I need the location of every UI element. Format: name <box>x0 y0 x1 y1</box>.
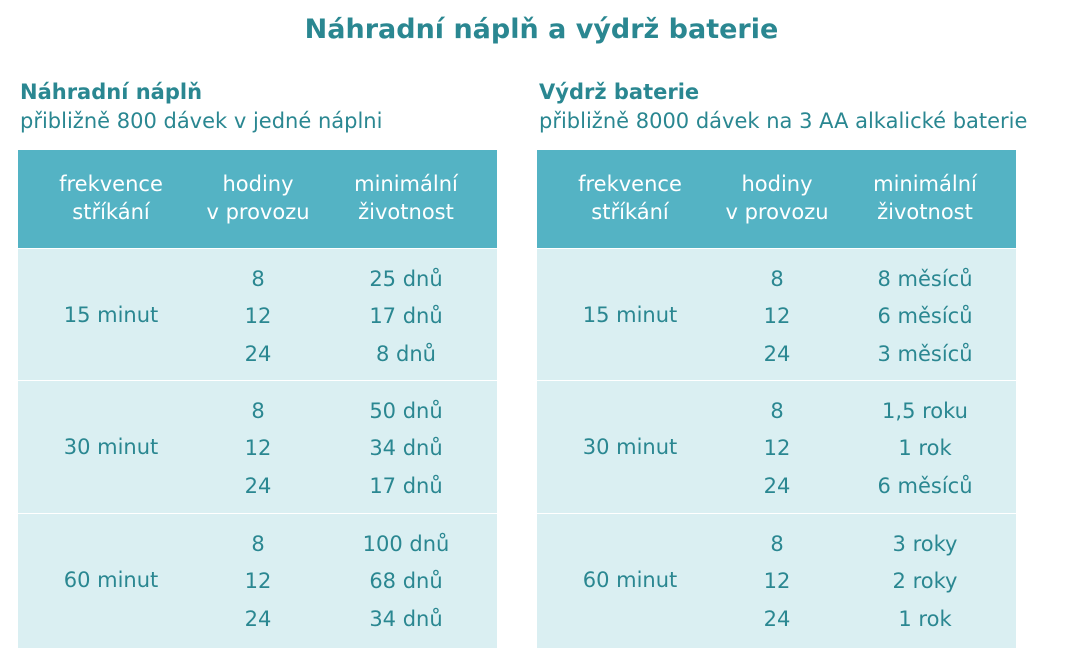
lifetime-cell: 68 dnů <box>369 569 443 593</box>
hours-cell: 8 <box>251 399 265 423</box>
hours-cell: 24 <box>244 474 272 498</box>
column-header: minimální životnost <box>850 170 1000 226</box>
hours-cell: 24 <box>763 342 791 366</box>
refill-heading: Náhradní náplň <box>20 80 203 104</box>
lifetime-cell: 3 roky <box>892 532 958 556</box>
lifetime-cell: 8 dnů <box>376 342 436 366</box>
hours-cell: 24 <box>763 474 791 498</box>
battery-subtitle: přibližně 8000 dávek na 3 AA alkalické b… <box>539 109 1028 133</box>
lifetime-cell: 17 dnů <box>369 474 443 498</box>
lifetime-cell: 6 měsíců <box>877 304 973 328</box>
lifetime-cell: 17 dnů <box>369 304 443 328</box>
hours-cell: 8 <box>770 267 784 291</box>
refill-table: frekvence stříkání hodiny v provozu minimá… <box>18 150 497 648</box>
table-group: 15 minut 8 25 dnů 12 17 dnů 24 8 dnů <box>18 248 497 380</box>
hours-cell: 12 <box>763 436 791 460</box>
column-header-label: minimální životnost <box>873 172 977 224</box>
battery-table: frekvence stříkání hodiny v provozu minimá… <box>537 150 1016 648</box>
table-group: 60 minut 8 3 roky 12 2 roky 24 1 rok <box>537 513 1016 648</box>
hours-cell: 24 <box>244 342 272 366</box>
hours-cell: 24 <box>244 607 272 631</box>
battery-heading: Výdrž baterie <box>539 80 700 104</box>
frequency-cell: 60 minut <box>63 568 159 592</box>
frequency-cell: 30 minut <box>582 435 678 459</box>
lifetime-cell: 6 měsíců <box>877 474 973 498</box>
hours-cell: 12 <box>244 304 272 328</box>
table-group: 60 minut 8 100 dnů 12 68 dnů 24 34 dnů <box>18 513 497 648</box>
column-header-label: hodiny v provozu <box>206 172 310 224</box>
hours-cell: 8 <box>770 399 784 423</box>
lifetime-cell: 100 dnů <box>362 532 450 556</box>
lifetime-cell: 50 dnů <box>369 399 443 423</box>
frequency-cell: 15 minut <box>63 303 159 327</box>
refill-subtitle: přibližně 800 dávek v jedné náplni <box>20 109 383 133</box>
column-header-label: frekvence stříkání <box>59 172 163 224</box>
column-header: frekvence stříkání <box>36 170 186 226</box>
hours-cell: 8 <box>770 532 784 556</box>
hours-cell: 12 <box>763 304 791 328</box>
column-header-label: minimální životnost <box>354 172 458 224</box>
lifetime-cell: 2 roky <box>892 569 958 593</box>
column-header: minimální životnost <box>331 170 481 226</box>
lifetime-cell: 1 rok <box>898 607 952 631</box>
table-group: 15 minut 8 8 měsíců 12 6 měsíců 24 3 měsíců <box>537 248 1016 380</box>
refill-section: Náhradní náplň přibližně 800 dávek v jed… <box>20 78 580 136</box>
table-header: frekvence stříkání hodiny v provozu minimá… <box>537 150 1016 248</box>
hours-cell: 8 <box>251 267 265 291</box>
hours-cell: 12 <box>763 569 791 593</box>
lifetime-cell: 34 dnů <box>369 607 443 631</box>
frequency-cell: 60 minut <box>582 568 678 592</box>
table-group: 30 minut 8 1,5 roku 12 1 rok 24 6 měsíců <box>537 380 1016 513</box>
hours-cell: 8 <box>251 532 265 556</box>
table-header: frekvence stříkání hodiny v provozu minimá… <box>18 150 497 248</box>
lifetime-cell: 1,5 roku <box>882 399 968 423</box>
column-header-label: frekvence stříkání <box>578 172 682 224</box>
lifetime-cell: 25 dnů <box>369 267 443 291</box>
page-title: Náhradní náplň a výdrž baterie <box>304 14 779 45</box>
lifetime-cell: 1 rok <box>898 436 952 460</box>
lifetime-cell: 3 měsíců <box>877 342 973 366</box>
column-header: hodiny v provozu <box>183 170 333 226</box>
lifetime-cell: 8 měsíců <box>877 267 973 291</box>
frequency-cell: 15 minut <box>582 303 678 327</box>
column-header: frekvence stříkání <box>555 170 705 226</box>
battery-section: Výdrž baterie přibližně 8000 dávek na 3 … <box>539 78 1083 136</box>
column-header-label: hodiny v provozu <box>725 172 829 224</box>
lifetime-cell: 34 dnů <box>369 436 443 460</box>
frequency-cell: 30 minut <box>63 435 159 459</box>
hours-cell: 12 <box>244 436 272 460</box>
hours-cell: 24 <box>763 607 791 631</box>
hours-cell: 12 <box>244 569 272 593</box>
column-header: hodiny v provozu <box>702 170 852 226</box>
table-group: 30 minut 8 50 dnů 12 34 dnů 24 17 dnů <box>18 380 497 513</box>
